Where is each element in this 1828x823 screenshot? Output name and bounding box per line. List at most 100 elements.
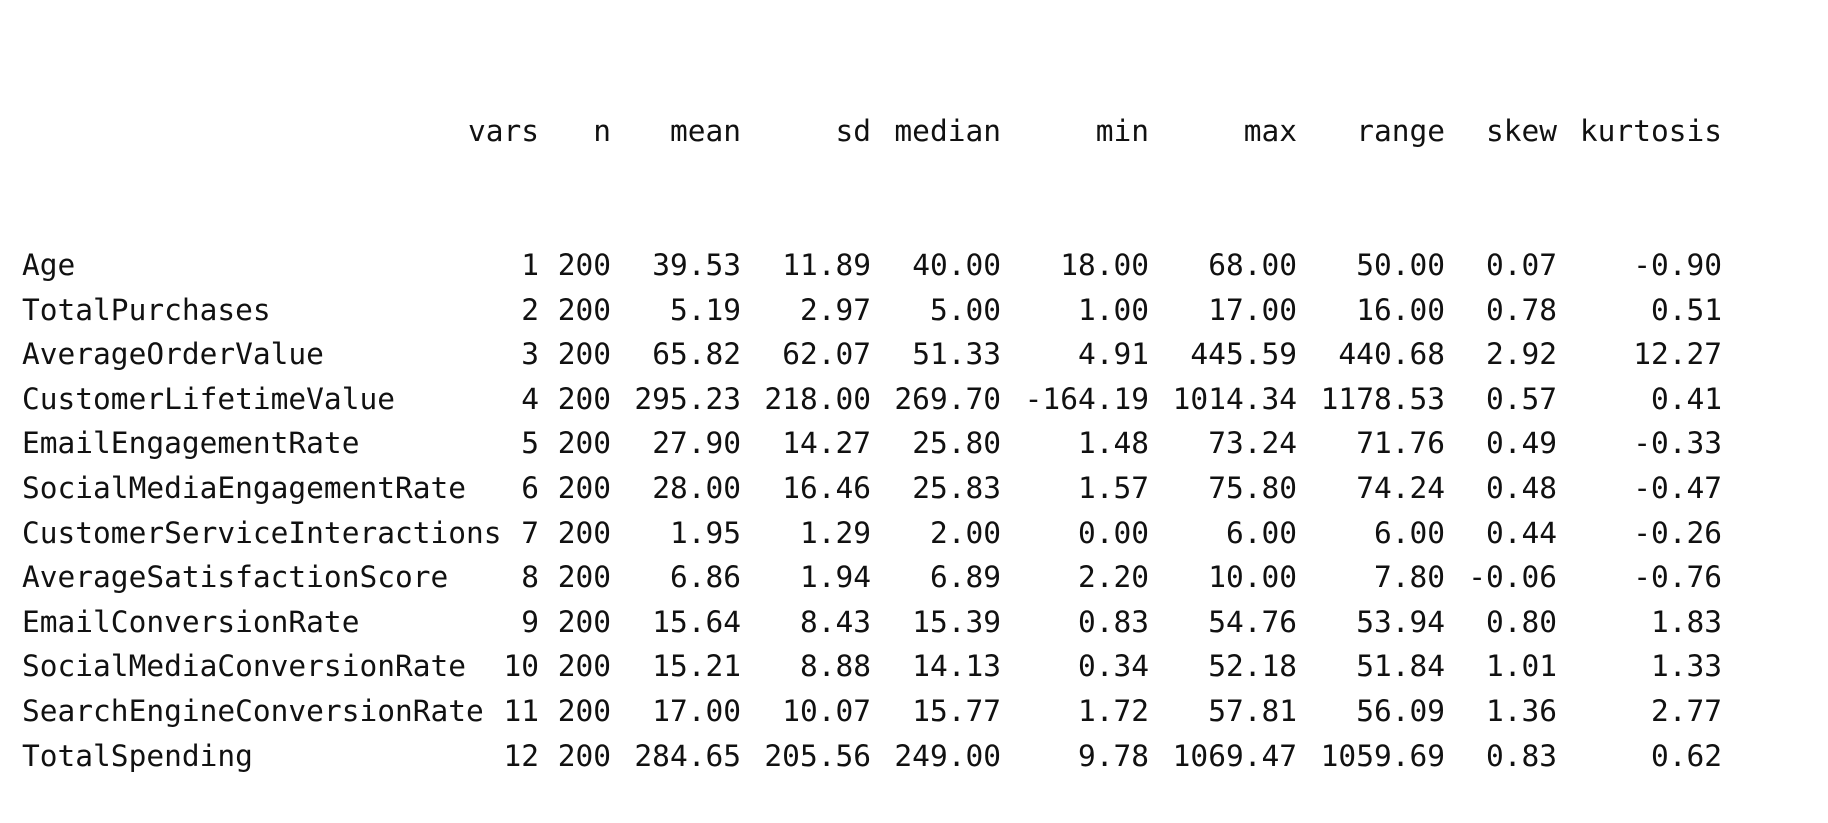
range-cell: 1059.69 xyxy=(1320,738,1445,773)
median-cell: 269.70 xyxy=(894,381,1001,416)
sd-cell: 2.97 xyxy=(799,292,871,327)
sd-cell: 1.94 xyxy=(799,560,871,595)
median-cell: 51.33 xyxy=(912,337,1001,372)
range-cell: 50.00 xyxy=(1356,247,1445,282)
max-cell: 73.24 xyxy=(1208,426,1297,461)
vars-cell: 7 xyxy=(521,515,539,550)
vars-cell: 4 xyxy=(521,381,539,416)
row-name: AverageSatisfactionScore xyxy=(22,560,449,595)
row-name: AverageOrderValue xyxy=(22,337,324,372)
max-cell: 1014.34 xyxy=(1172,381,1297,416)
row-name: SearchEngineConversionRate xyxy=(22,693,484,728)
row-name: TotalPurchases xyxy=(22,292,271,327)
sd-cell: 11.89 xyxy=(782,247,871,282)
range-cell: 53.94 xyxy=(1356,604,1445,639)
table-row: SocialMediaEngagementRate 6 200 28.00 16.46 2… xyxy=(22,466,1722,511)
kurtosis-cell: 1.33 xyxy=(1650,649,1722,684)
max-cell: 68.00 xyxy=(1208,247,1297,282)
max-cell: 10.00 xyxy=(1208,560,1297,595)
n-cell: 200 xyxy=(557,426,611,461)
kurtosis-cell: 0.62 xyxy=(1650,738,1722,773)
vars-cell: 3 xyxy=(521,337,539,372)
range-cell: 56.09 xyxy=(1356,693,1445,728)
n-cell: 200 xyxy=(557,247,611,282)
table-row: SearchEngineConversionRate 11 200 17.00 10.0… xyxy=(22,689,1722,734)
row-name: SocialMediaConversionRate xyxy=(22,649,467,684)
table-row: SocialMediaConversionRate 10 200 15.21 8.88 1… xyxy=(22,644,1722,689)
table-row: AverageSatisfactionScore 8 200 6.86 1.94 6.89… xyxy=(22,555,1722,600)
kurtosis-cell: -0.33 xyxy=(1633,426,1722,461)
min-cell: 1.48 xyxy=(1077,426,1149,461)
max-cell: 54.76 xyxy=(1208,604,1297,639)
max-cell: 1069.47 xyxy=(1172,738,1297,773)
n-cell: 200 xyxy=(557,292,611,327)
range-cell: 1178.53 xyxy=(1320,381,1445,416)
skew-cell: 0.57 xyxy=(1485,381,1557,416)
kurtosis-cell: 12.27 xyxy=(1633,337,1722,372)
table-row: TotalSpending 12 200 284.65 205.56 249.00 9.78… xyxy=(22,734,1722,779)
skew-cell: 0.07 xyxy=(1485,247,1557,282)
vars-cell: 11 xyxy=(503,693,539,728)
n-cell: 200 xyxy=(557,604,611,639)
median-cell: 15.77 xyxy=(912,693,1001,728)
n-cell: 200 xyxy=(557,649,611,684)
range-cell: 6.00 xyxy=(1373,515,1445,550)
mean-cell: 65.82 xyxy=(652,337,741,372)
skew-cell: 0.78 xyxy=(1485,292,1557,327)
header-mean: mean xyxy=(669,114,741,149)
mean-cell: 15.21 xyxy=(652,649,741,684)
vars-cell: 12 xyxy=(503,738,539,773)
min-cell: 9.78 xyxy=(1077,738,1149,773)
kurtosis-cell: -0.26 xyxy=(1633,515,1722,550)
skew-cell: 0.49 xyxy=(1485,426,1557,461)
max-cell: 17.00 xyxy=(1208,292,1297,327)
max-cell: 445.59 xyxy=(1190,337,1297,372)
median-cell: 25.80 xyxy=(912,426,1001,461)
header-range: range xyxy=(1356,114,1445,149)
skew-cell: 0.80 xyxy=(1485,604,1557,639)
median-cell: 40.00 xyxy=(912,247,1001,282)
sd-cell: 8.88 xyxy=(799,649,871,684)
kurtosis-cell: 1.83 xyxy=(1650,604,1722,639)
range-cell: 440.68 xyxy=(1338,337,1445,372)
median-cell: 14.13 xyxy=(912,649,1001,684)
range-cell: 7.80 xyxy=(1373,560,1445,595)
mean-cell: 39.53 xyxy=(652,247,741,282)
skew-cell: -0.06 xyxy=(1468,560,1557,595)
min-cell: 0.34 xyxy=(1077,649,1149,684)
header-max: max xyxy=(1243,114,1297,149)
min-cell: -164.19 xyxy=(1024,381,1149,416)
table-body: Age 1 200 39.53 11.89 40.00 18.00 68.00 50.00 0.0… xyxy=(22,243,1722,778)
table-row: EmailConversionRate 9 200 15.64 8.43 15.39 0.8… xyxy=(22,600,1722,645)
min-cell: 1.00 xyxy=(1077,292,1149,327)
skew-cell: 0.48 xyxy=(1485,470,1557,505)
sd-cell: 218.00 xyxy=(764,381,871,416)
skew-cell: 0.83 xyxy=(1485,738,1557,773)
mean-cell: 28.00 xyxy=(652,470,741,505)
median-cell: 2.00 xyxy=(929,515,1001,550)
min-cell: 0.00 xyxy=(1077,515,1149,550)
range-cell: 16.00 xyxy=(1356,292,1445,327)
kurtosis-cell: -0.47 xyxy=(1633,470,1722,505)
max-cell: 52.18 xyxy=(1208,649,1297,684)
mean-cell: 27.90 xyxy=(652,426,741,461)
sd-cell: 1.29 xyxy=(799,515,871,550)
kurtosis-cell: 0.41 xyxy=(1650,381,1722,416)
median-cell: 5.00 xyxy=(929,292,1001,327)
range-cell: 71.76 xyxy=(1356,426,1445,461)
mean-cell: 15.64 xyxy=(652,604,741,639)
mean-cell: 5.19 xyxy=(669,292,741,327)
header-min: min xyxy=(1095,114,1149,149)
kurtosis-cell: -0.76 xyxy=(1633,560,1722,595)
table-row: CustomerServiceInteractions 7 200 1.95 1.29 2… xyxy=(22,511,1722,556)
vars-cell: 10 xyxy=(503,649,539,684)
mean-cell: 17.00 xyxy=(652,693,741,728)
vars-cell: 6 xyxy=(521,470,539,505)
header-median: median xyxy=(894,114,1001,149)
n-cell: 200 xyxy=(557,738,611,773)
table-row: AverageOrderValue 3 200 65.82 62.07 51.33 4.91… xyxy=(22,332,1722,377)
header-skew: skew xyxy=(1485,114,1557,149)
sd-cell: 10.07 xyxy=(782,693,871,728)
header-row: vars n mean sd median min max range skew… xyxy=(22,109,1722,154)
range-cell: 51.84 xyxy=(1356,649,1445,684)
